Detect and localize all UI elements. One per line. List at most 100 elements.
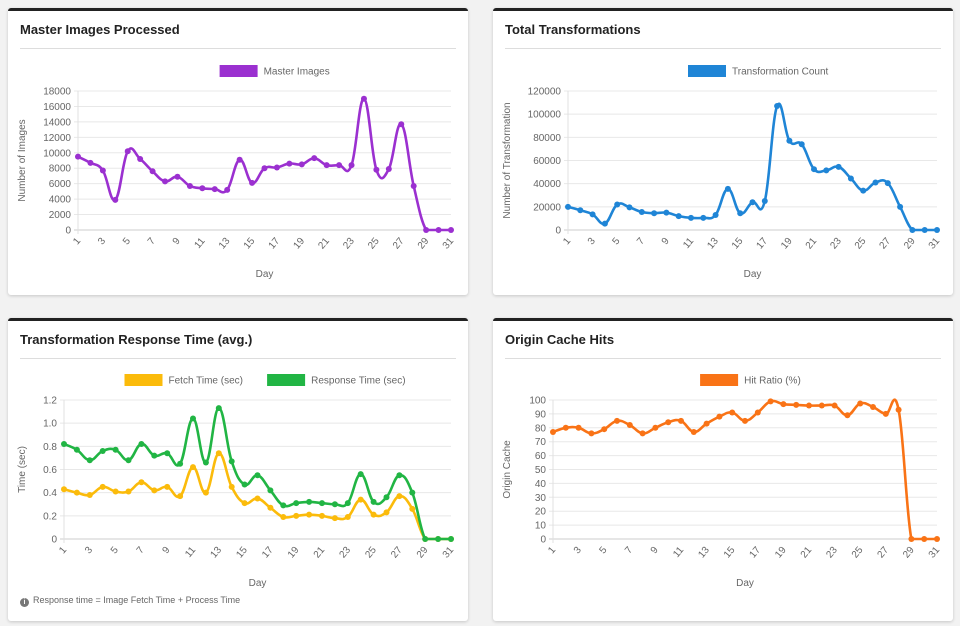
- legend-label: Master Images: [264, 67, 330, 78]
- data-point: [75, 153, 81, 160]
- data-point: [588, 430, 595, 437]
- y-tick-label: 60000: [533, 156, 561, 167]
- y-tick-label: 4000: [49, 195, 72, 206]
- data-point: [921, 536, 928, 542]
- x-tick-label: 1: [561, 236, 573, 248]
- y-tick-label: 60: [535, 451, 547, 462]
- data-point: [177, 460, 184, 467]
- y-tick-label: 2000: [49, 210, 72, 221]
- data-point: [626, 204, 633, 211]
- data-point: [306, 498, 313, 505]
- data-point: [190, 415, 196, 422]
- data-point: [228, 483, 235, 490]
- data-point: [370, 511, 377, 518]
- data-point: [897, 203, 904, 210]
- x-tick-label: 27: [389, 545, 405, 561]
- y-axis-title: Number of Transformation: [502, 102, 513, 218]
- data-point: [729, 409, 736, 416]
- data-point: [137, 155, 144, 162]
- x-tick-label: 25: [363, 545, 379, 561]
- x-tick-label: 7: [135, 545, 147, 557]
- x-tick-label: 11: [671, 545, 686, 560]
- x-tick-label: 15: [242, 236, 258, 252]
- legend-swatch: [267, 374, 306, 386]
- data-point: [273, 164, 280, 171]
- x-axis-title: Day: [249, 578, 267, 589]
- data-point: [806, 402, 812, 409]
- data-point: [286, 160, 293, 167]
- data-point: [370, 498, 377, 505]
- data-point: [293, 500, 300, 507]
- data-point: [870, 403, 876, 410]
- y-tick-label: 1.0: [43, 419, 57, 430]
- divider: [20, 48, 456, 49]
- y-tick-label: 18000: [43, 87, 71, 98]
- data-point: [614, 201, 621, 208]
- data-point: [690, 428, 697, 435]
- data-point: [835, 163, 842, 170]
- data-point: [87, 159, 94, 166]
- x-axis-title: Day: [744, 269, 762, 280]
- data-point: [934, 536, 940, 542]
- data-point: [306, 511, 313, 518]
- data-point: [626, 422, 633, 429]
- y-tick-label: 0: [65, 226, 71, 237]
- data-point: [895, 406, 902, 413]
- x-tick-label: 5: [121, 236, 133, 248]
- data-point: [162, 178, 169, 185]
- card-title: Transformation Response Time (avg.): [20, 332, 253, 347]
- data-point: [298, 161, 305, 168]
- info-icon: i: [20, 598, 29, 607]
- card-title: Master Images Processed: [20, 22, 180, 37]
- data-point: [565, 203, 571, 210]
- data-point: [385, 165, 392, 172]
- data-point: [435, 227, 442, 233]
- x-tick-label: 5: [109, 545, 121, 557]
- data-point: [186, 182, 193, 189]
- divider: [20, 358, 456, 359]
- x-tick-label: 13: [209, 545, 225, 561]
- x-tick-label: 29: [902, 236, 918, 252]
- x-tick-label: 31: [927, 545, 943, 561]
- y-tick-label: 70: [535, 437, 547, 448]
- data-point: [847, 175, 854, 182]
- data-point: [190, 464, 196, 471]
- data-point: [99, 483, 106, 490]
- x-tick-label: 15: [234, 545, 250, 561]
- data-point: [601, 220, 608, 227]
- x-tick-label: 23: [341, 236, 357, 252]
- data-point: [215, 450, 222, 457]
- x-tick-label: 9: [660, 236, 672, 248]
- x-tick-label: 23: [824, 545, 840, 561]
- y-tick-label: 40: [535, 479, 547, 490]
- data-point: [202, 489, 209, 496]
- data-point: [737, 210, 744, 217]
- x-tick-label: 9: [171, 236, 183, 248]
- data-point: [780, 401, 787, 408]
- data-point: [652, 424, 659, 431]
- data-point: [202, 459, 209, 466]
- data-point: [934, 227, 940, 233]
- y-tick-label: 1.2: [43, 396, 57, 407]
- data-point: [99, 447, 106, 454]
- card-master-images: 0 2000 4000 6000 8000 10000 12000 14000 16000 180…: [8, 8, 468, 295]
- x-tick-label: 5: [610, 236, 622, 248]
- data-point: [336, 162, 343, 169]
- data-point: [589, 211, 596, 218]
- data-point: [151, 487, 158, 494]
- data-point: [410, 182, 417, 189]
- data-point: [884, 180, 891, 187]
- data-point: [688, 214, 694, 221]
- y-tick-label: 30: [535, 493, 547, 504]
- y-tick-label: 0.2: [43, 511, 57, 522]
- data-point: [761, 198, 768, 205]
- x-tick-label: 5: [597, 545, 609, 557]
- data-point: [383, 494, 390, 501]
- x-tick-label: 15: [730, 236, 746, 252]
- legend-swatch: [124, 374, 163, 386]
- data-point: [86, 457, 93, 464]
- data-point: [724, 185, 731, 192]
- x-tick-label: 31: [441, 545, 457, 561]
